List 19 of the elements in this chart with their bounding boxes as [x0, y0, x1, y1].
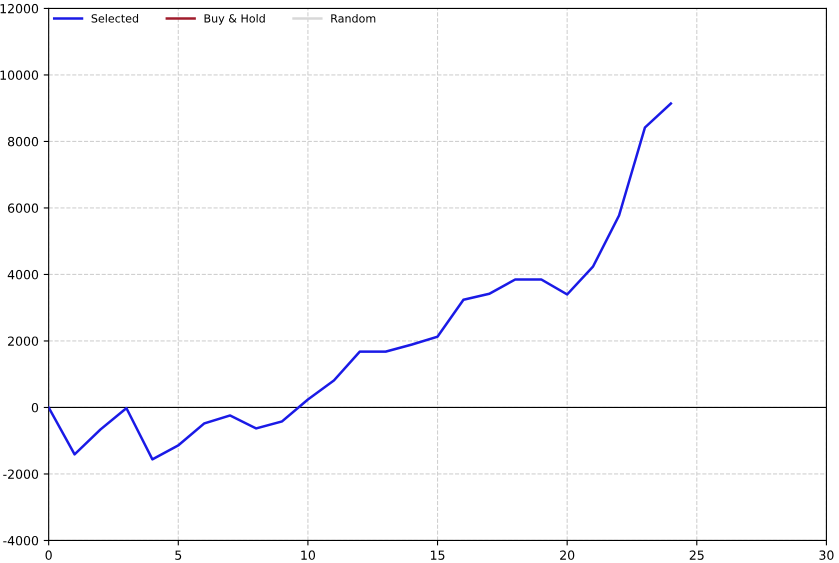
y-tick-label: 2000 — [8, 336, 38, 346]
legend-label: Selected — [92, 14, 138, 23]
y-tick-label: 12000 — [0, 4, 38, 14]
legend-label: Random — [331, 14, 376, 23]
legend-label: Buy & Hold — [204, 14, 265, 25]
y-tick-label: -4000 — [3, 536, 38, 546]
x-tick-label: 5 — [175, 550, 182, 560]
x-tick-label: 15 — [430, 550, 444, 560]
y-tick-label: 10000 — [0, 70, 38, 80]
x-tick-label: 30 — [819, 550, 834, 560]
y-tick-label: 4000 — [8, 270, 38, 280]
x-tick-label: 0 — [46, 550, 52, 560]
y-tick-label: -2000 — [3, 469, 38, 479]
x-tick-label: 20 — [560, 550, 574, 560]
y-tick-label: 6000 — [8, 203, 38, 213]
x-tick-label: 10 — [301, 550, 316, 560]
y-tick-label: 8000 — [8, 136, 38, 146]
x-tick-label: 25 — [690, 550, 704, 560]
y-tick-label: 0 — [32, 402, 38, 412]
